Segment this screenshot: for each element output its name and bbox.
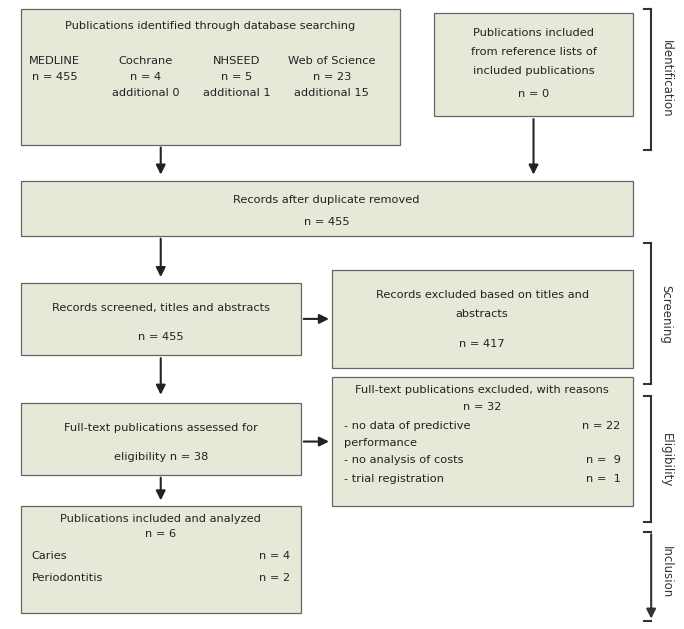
Text: Records excluded based on titles and: Records excluded based on titles and — [376, 290, 589, 300]
Text: n =  1: n = 1 — [586, 474, 620, 484]
Text: additional 15: additional 15 — [294, 88, 369, 98]
Text: n = 0: n = 0 — [518, 89, 549, 99]
Text: Records screened, titles and abstracts: Records screened, titles and abstracts — [52, 303, 269, 313]
Text: Identification: Identification — [659, 40, 673, 118]
Text: MEDLINE: MEDLINE — [29, 56, 80, 66]
Text: Cochrane: Cochrane — [118, 56, 173, 66]
Text: n = 455: n = 455 — [32, 72, 77, 82]
Text: n = 32: n = 32 — [463, 402, 501, 412]
Text: Records after duplicate removed: Records after duplicate removed — [233, 195, 420, 205]
Text: Web of Science: Web of Science — [288, 56, 376, 66]
FancyBboxPatch shape — [21, 403, 301, 475]
Text: n = 4: n = 4 — [130, 72, 161, 82]
Text: Eligibility: Eligibility — [659, 433, 673, 487]
Text: eligibility n = 38: eligibility n = 38 — [114, 452, 208, 462]
Text: n = 5: n = 5 — [222, 72, 252, 82]
Text: Caries: Caries — [31, 550, 67, 560]
Text: - trial registration: - trial registration — [344, 474, 444, 484]
Text: - no data of predictive: - no data of predictive — [344, 421, 471, 431]
Text: n = 455: n = 455 — [138, 332, 183, 342]
FancyBboxPatch shape — [21, 181, 633, 236]
Text: Screening: Screening — [659, 285, 673, 344]
Text: n = 2: n = 2 — [259, 573, 290, 583]
FancyBboxPatch shape — [21, 506, 301, 613]
Text: NHSEED: NHSEED — [213, 56, 261, 66]
Text: n = 22: n = 22 — [582, 421, 620, 431]
Text: Full-text publications assessed for: Full-text publications assessed for — [64, 423, 258, 433]
FancyBboxPatch shape — [21, 283, 301, 355]
Text: included publications: included publications — [473, 65, 594, 75]
Text: n = 4: n = 4 — [259, 550, 290, 560]
Text: - no analysis of costs: - no analysis of costs — [344, 455, 463, 465]
Text: n =  9: n = 9 — [586, 455, 620, 465]
Text: Publications identified through database searching: Publications identified through database… — [65, 21, 356, 31]
Text: Publications included: Publications included — [473, 28, 594, 38]
Text: performance: performance — [344, 438, 417, 448]
Text: n = 455: n = 455 — [304, 217, 350, 227]
Text: Inclusion: Inclusion — [659, 546, 673, 599]
FancyBboxPatch shape — [332, 270, 633, 368]
Text: from reference lists of: from reference lists of — [471, 47, 596, 57]
FancyBboxPatch shape — [332, 377, 633, 506]
FancyBboxPatch shape — [434, 13, 633, 116]
Text: Periodontitis: Periodontitis — [31, 573, 103, 583]
Text: n = 417: n = 417 — [460, 338, 505, 348]
Text: n = 6: n = 6 — [145, 529, 176, 539]
Text: additional 0: additional 0 — [112, 88, 180, 98]
Text: Full-text publications excluded, with reasons: Full-text publications excluded, with re… — [356, 386, 609, 395]
Text: abstracts: abstracts — [456, 309, 509, 320]
Text: n = 23: n = 23 — [313, 72, 351, 82]
Text: additional 1: additional 1 — [203, 88, 271, 98]
FancyBboxPatch shape — [21, 9, 400, 145]
Text: Publications included and analyzed: Publications included and analyzed — [60, 514, 261, 524]
